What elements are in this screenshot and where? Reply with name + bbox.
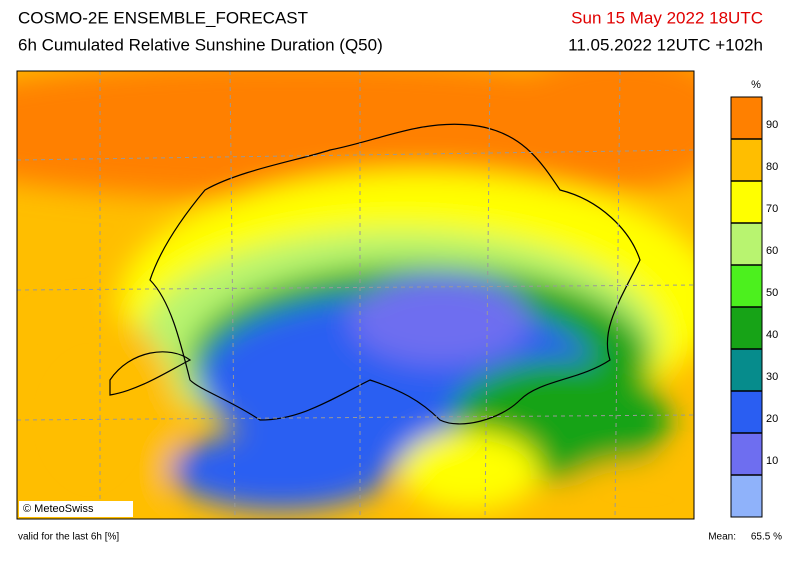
colorbar-segment [731, 433, 762, 475]
colorbar-unit: % [751, 79, 761, 91]
colorbar-segment [731, 475, 762, 517]
colorbar-tick-label: 50 [766, 287, 778, 299]
colorbar-tick-label: 90 [766, 119, 778, 131]
colorbar: 10 20 30 40 50 60 70 80 90 [730, 96, 778, 518]
colorbar-segment [731, 349, 762, 391]
colorbar-segment [731, 391, 762, 433]
run-time: 11.05.2022 12UTC +102h [568, 35, 763, 54]
colorbar-tick-label: 60 [766, 245, 778, 257]
credit: © MeteoSwiss [23, 503, 94, 515]
credit-box [19, 501, 133, 517]
map-frame [16, 70, 695, 520]
title: COSMO-2E ENSEMBLE_FORECAST [18, 8, 308, 27]
colorbar-tick-label: 80 [766, 161, 778, 173]
colorbar-segment [731, 97, 762, 139]
colorbar-segment [731, 181, 762, 223]
colorbar-segment [731, 307, 762, 349]
valid-time: Sun 15 May 2022 18UTC [571, 8, 763, 27]
colorbar-segment [731, 139, 762, 181]
mean-value: 65.5 % [751, 532, 782, 543]
subtitle: 6h Cumulated Relative Sunshine Duration … [18, 35, 383, 54]
colorbar-tick-label: 10 [766, 455, 778, 467]
colorbar-segment [731, 265, 762, 307]
mean-label: Mean: [708, 532, 736, 543]
footer-note: valid for the last 6h [%] [18, 532, 119, 543]
colorbar-tick-label: 30 [766, 371, 778, 383]
colorbar-tick-label: 40 [766, 329, 778, 341]
colorbar-tick-label: 20 [766, 413, 778, 425]
map [17, 71, 694, 519]
colorbar-tick-label: 70 [766, 203, 778, 215]
colorbar-segment [731, 223, 762, 265]
